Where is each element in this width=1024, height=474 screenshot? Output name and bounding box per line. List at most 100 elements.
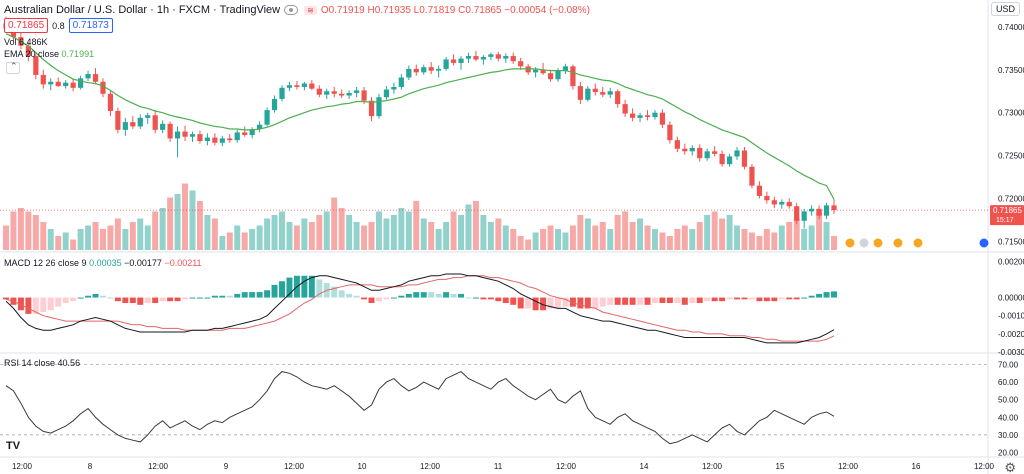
volume-bar [711,211,718,250]
time-tick-label: 9 [224,462,229,471]
candle-body [242,132,248,136]
volume-bar [159,208,166,250]
macd-histogram-bar [450,293,457,298]
volume-bar [346,215,353,250]
candle-body [697,147,703,159]
macd-histogram-bar [763,297,770,302]
candle-body [682,148,688,152]
candle-body [473,56,479,60]
volume-bar [25,211,32,250]
volume-bar [256,225,263,250]
volume-bar [592,225,599,250]
volume-bar [517,236,524,250]
candle-body [428,67,434,71]
candle-body [756,185,763,196]
volume-bar [786,222,793,250]
macd-histogram-bar [25,297,32,314]
candle-body [174,131,181,139]
volume-label[interactable]: Vol 6.486K [4,37,48,47]
volume-bar [614,215,621,250]
candle-body [204,137,211,142]
volume-bar [383,218,390,250]
macd-histogram-bar [256,292,263,298]
macd-histogram-bar [651,297,658,303]
time-tick-label: 14 [640,462,649,471]
volume-bar [450,211,457,250]
candle-body [130,122,136,127]
candle-body [488,54,494,57]
buy-button[interactable]: 0.71873 [68,18,113,33]
macd-histogram-bar [711,297,718,302]
tradingview-logo[interactable]: TV [6,440,21,452]
volume-bar [808,225,815,250]
currency-button[interactable]: USD [990,2,1020,16]
macd-histogram-bar [562,297,569,307]
macd-histogram-bar [316,279,323,298]
candle-body [823,205,830,216]
symbol-chip[interactable]: ≋ [304,5,317,15]
macd-histogram-bar [659,297,666,303]
macd-histogram-bar [152,297,159,303]
macd-signal-line [5,275,835,342]
candle-body [652,112,658,117]
candle-body [592,88,598,93]
volume-bar [279,211,285,250]
macd-histogram-bar [346,293,353,298]
candle-body [63,82,69,87]
volume-bar [666,236,673,250]
volume-bar [577,215,584,250]
volume-bar [532,232,539,250]
rsi-label[interactable]: RSI 14 close 40.56 [4,358,80,368]
candle-body [309,83,315,89]
time-tick-label: 12:00 [974,462,995,471]
candle-body [227,138,233,141]
macd-histogram-bar [584,297,591,309]
macd-histogram-bar [99,295,106,298]
candle-body [570,66,576,87]
candle-body [25,45,31,57]
ema-label[interactable]: EMA 20 close 0.71991 [4,49,94,59]
macd-histogram-bar [92,293,99,298]
volume-bar [763,229,770,250]
candle-body [85,74,91,79]
macd-histogram-bar [674,297,681,303]
macd-name: MACD 12 26 close 9 [4,258,87,268]
time-tick-label: 12:00 [12,462,33,471]
macd-histogram-bar [637,297,644,305]
candle-body [391,86,397,90]
sell-button[interactable]: 0.71865 [4,18,49,33]
macd-label[interactable]: MACD 12 26 close 9 0.00035 −0.00177 −0.0… [4,258,202,268]
symbol-title[interactable]: Australian Dollar / U.S. Dollar · 1h · F… [4,4,281,16]
volume-bar [644,225,651,250]
macd-histogram-bar [85,295,92,298]
candle-body [406,68,412,78]
candle-body [324,91,330,95]
chevron-up-icon[interactable] [6,61,20,74]
macd-histogram-bar [375,297,382,302]
macd-histogram-bar [816,293,823,298]
volume-bar [196,201,203,250]
macd-histogram-bar [525,297,532,309]
volume-bar [211,218,218,250]
gear-icon[interactable]: ⚙ [1004,460,1016,474]
candle-body [107,93,114,111]
volume-bar [308,222,315,250]
macd-histogram-bar [756,297,763,302]
eye-icon[interactable] [284,5,299,15]
trade-buttons: 0.71865 0.8 0.71873 [4,18,113,33]
macd-histogram-bar [107,297,114,299]
rsi-tick-label: 40.00 [998,413,1019,422]
macd-tick-label: -0.00300 [998,348,1024,357]
candle-body [786,201,792,207]
time-tick-label: 12:00 [838,462,859,471]
candle-body [555,70,561,80]
candle-body [816,208,822,216]
volume-bar [465,204,472,250]
macd-histogram-bar [435,293,442,298]
candle-body [771,200,777,205]
macd-histogram-bar [599,297,606,307]
